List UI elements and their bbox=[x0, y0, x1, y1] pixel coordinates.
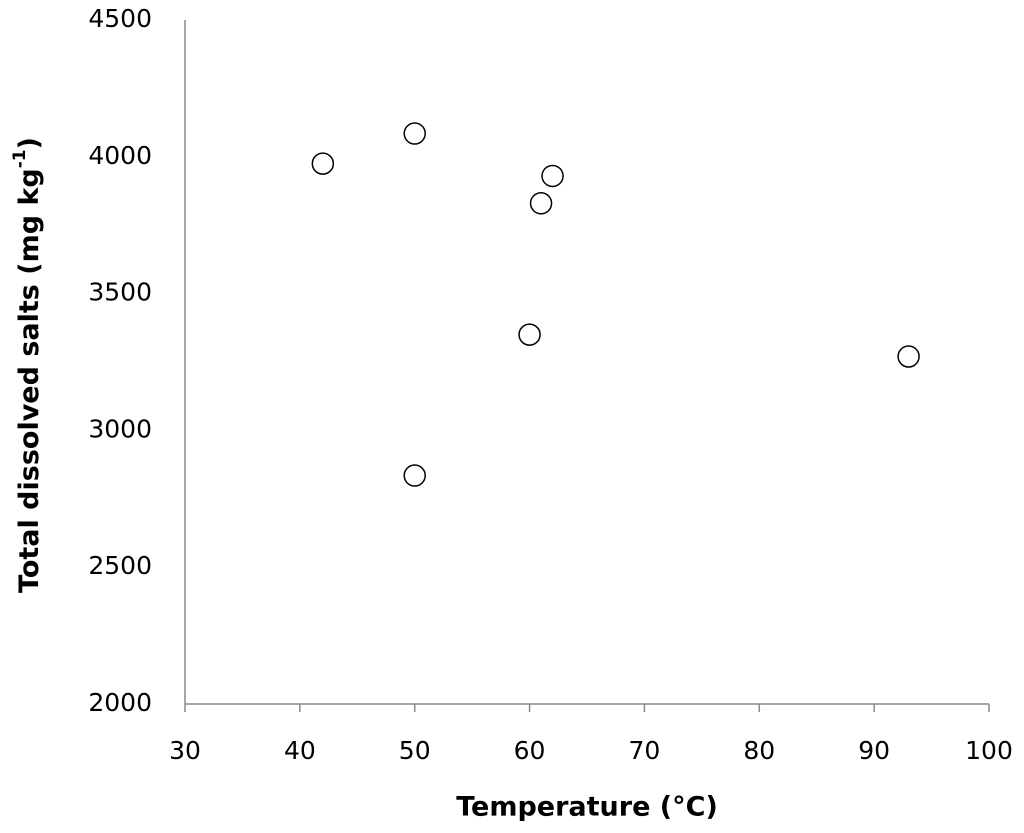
x-tick-label: 60 bbox=[514, 736, 546, 765]
x-tick-label: 100 bbox=[965, 736, 1013, 765]
data-point bbox=[529, 192, 553, 215]
x-tick-label: 90 bbox=[858, 736, 890, 765]
y-tick-label: 4500 bbox=[88, 4, 152, 33]
y-axis-title: Total dissolved salts (mg kg-1) bbox=[10, 137, 45, 593]
data-point bbox=[897, 345, 920, 368]
data-point bbox=[403, 122, 426, 145]
y-tick-label: 3000 bbox=[88, 414, 152, 443]
y-axis-title-text: ) bbox=[14, 137, 45, 149]
x-tick-label: 40 bbox=[284, 736, 316, 765]
x-tick-label: 80 bbox=[743, 736, 775, 765]
data-point bbox=[403, 464, 426, 487]
y-axis-title-text: Total dissolved salts (mg kg bbox=[14, 168, 45, 593]
x-tick-label: 50 bbox=[399, 736, 431, 765]
y-tick-label: 2000 bbox=[88, 688, 152, 717]
y-tick-label: 3500 bbox=[88, 278, 152, 307]
data-point bbox=[311, 152, 335, 175]
x-tick-label: 70 bbox=[629, 736, 661, 765]
data-point bbox=[518, 323, 541, 346]
x-tick-label: 30 bbox=[169, 736, 201, 765]
data-point bbox=[541, 164, 564, 188]
x-axis-title: Temperature (°C) bbox=[456, 792, 718, 823]
y-tick-label: 4000 bbox=[88, 141, 152, 170]
y-tick-label: 2500 bbox=[88, 551, 152, 580]
y-axis-title-superscript: -1 bbox=[10, 149, 30, 168]
